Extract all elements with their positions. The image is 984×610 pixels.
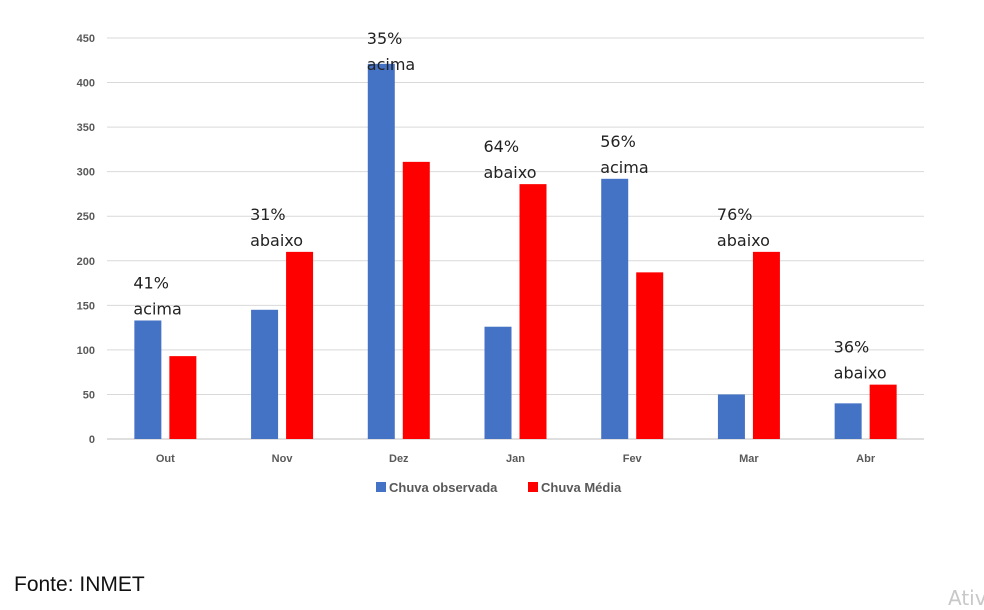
bar-observed-out xyxy=(134,320,162,439)
bar-observed-jan xyxy=(484,326,512,439)
annotation-label: acima xyxy=(133,299,181,318)
y-tick-label: 450 xyxy=(77,33,95,45)
annotation-label: 41% xyxy=(133,273,169,292)
annotation-label: abaixo xyxy=(834,364,887,383)
y-tick-label: 200 xyxy=(77,256,95,268)
bar-observed-nov xyxy=(251,309,279,439)
bar-observed-abr xyxy=(834,403,862,439)
y-tick-label: 0 xyxy=(89,434,95,446)
x-tick-label: Out xyxy=(156,453,175,465)
annotation-label: acima xyxy=(367,55,415,74)
annotation-label: 35% xyxy=(367,29,403,48)
legend-swatch-average xyxy=(528,482,538,492)
annotations: 41% acima 31% abaixo 35% acima 64% abaixo 56% aci… xyxy=(133,29,886,383)
annotation-label: 36% xyxy=(834,338,870,357)
y-tick-label: 100 xyxy=(77,345,95,357)
y-tick-label: 400 xyxy=(77,78,95,90)
annotation-label: abaixo xyxy=(484,163,537,182)
y-tick-label: 350 xyxy=(77,122,95,134)
x-tick-label: Fev xyxy=(623,453,643,465)
annotation-label: 31% xyxy=(250,205,286,224)
x-tick-label: Dez xyxy=(389,453,409,465)
bar-observed-fev xyxy=(601,178,629,439)
bar-average-mar xyxy=(752,251,780,439)
bars xyxy=(134,63,897,439)
legend-swatch-observed xyxy=(376,482,386,492)
annotation-label: 64% xyxy=(484,137,520,156)
bar-observed-mar xyxy=(717,394,745,439)
bar-observed-dez xyxy=(367,63,395,439)
x-tick-label: Jan xyxy=(506,453,525,465)
bar-average-dez xyxy=(402,161,430,439)
annotation-label: acima xyxy=(600,158,648,177)
annotation-label: 76% xyxy=(717,205,753,224)
annotation-label: abaixo xyxy=(717,231,770,250)
watermark-text: Ativ xyxy=(948,586,984,610)
annotation-label: abaixo xyxy=(250,231,303,250)
x-tick-label: Abr xyxy=(856,453,876,465)
rainfall-bar-chart: 0 50 100 150 200 250 300 350 400 450 Out Nov Dez Jan… xyxy=(77,29,924,495)
x-tick-label: Nov xyxy=(272,453,294,465)
y-tick-label: 300 xyxy=(77,167,95,179)
source-caption: Fonte: INMET xyxy=(14,573,145,596)
x-axis: Out Nov Dez Jan Fev Mar Abr xyxy=(156,453,876,465)
bar-average-nov xyxy=(286,251,314,439)
annotation-label: 56% xyxy=(600,132,636,151)
bar-average-abr xyxy=(869,384,897,439)
x-tick-label: Mar xyxy=(739,453,759,465)
y-axis: 0 50 100 150 200 250 300 350 400 450 xyxy=(77,33,95,446)
legend-label: Chuva Média xyxy=(541,480,622,495)
bar-average-jan xyxy=(519,184,547,439)
legend: Chuva observada Chuva Média xyxy=(376,480,622,495)
gridlines xyxy=(107,37,924,440)
bar-average-fev xyxy=(636,272,664,439)
y-tick-label: 150 xyxy=(77,300,95,312)
y-tick-label: 250 xyxy=(77,211,95,223)
legend-label: Chuva observada xyxy=(389,480,498,495)
y-tick-label: 50 xyxy=(83,389,95,401)
bar-average-out xyxy=(169,356,197,439)
